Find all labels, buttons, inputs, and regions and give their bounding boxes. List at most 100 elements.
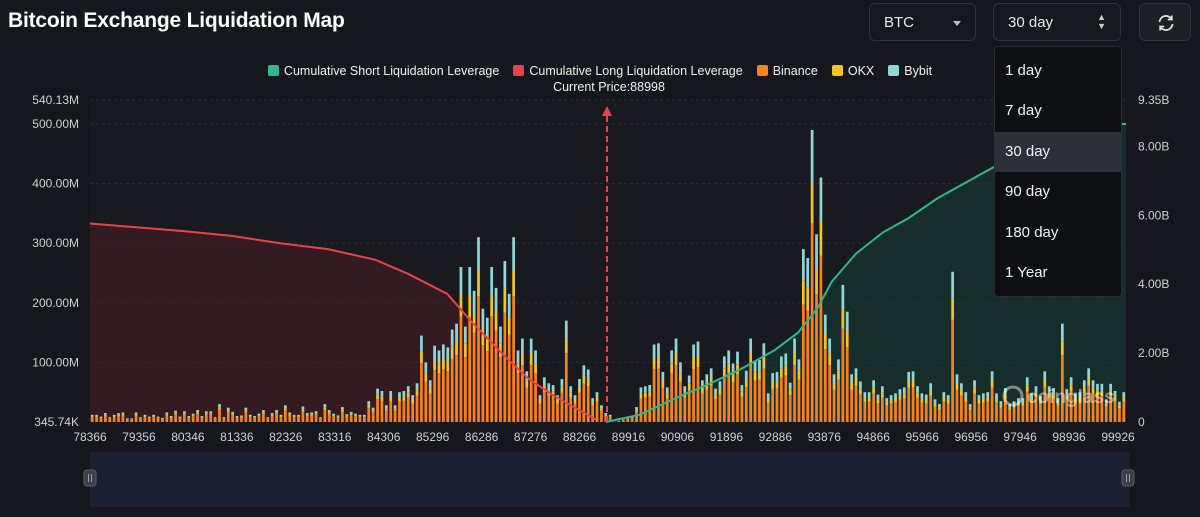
bar-okx	[951, 298, 954, 320]
bar-bybit	[1118, 401, 1121, 406]
bar-bybit	[920, 393, 924, 399]
refresh-button[interactable]	[1139, 3, 1191, 41]
bar-bybit	[806, 258, 810, 288]
bar-bybit	[459, 267, 463, 295]
bar-binance	[1065, 399, 1069, 422]
bar-bybit	[1034, 386, 1038, 393]
bar-okx	[1091, 387, 1095, 394]
bar-bybit	[200, 416, 204, 418]
bar-binance	[143, 417, 147, 422]
dropdown-option-label: 7 day	[1005, 102, 1042, 120]
bar-okx	[731, 374, 735, 383]
bar-bybit	[951, 271, 954, 299]
y-left-tick-label: 540.13M	[32, 93, 79, 107]
bar-bybit	[771, 373, 774, 382]
bar-bybit	[156, 416, 160, 418]
zoom-slider[interactable]	[83, 452, 1135, 507]
dropdown-option[interactable]: 7 day	[995, 91, 1121, 131]
legend-item[interactable]: Binance	[756, 64, 818, 78]
dropdown-option[interactable]: 180 day	[995, 213, 1121, 253]
bar-bybit	[1078, 392, 1082, 398]
bar-bybit	[973, 380, 976, 388]
bar-bybit	[845, 311, 849, 332]
x-tick-label: 93876	[808, 430, 842, 444]
bar-okx	[986, 397, 990, 402]
time-range-dropdown-menu[interactable]: 1 day 7 day 30 day 90 day 180 day 1 Year	[994, 46, 1122, 297]
bar-okx	[104, 414, 107, 416]
bar-bybit	[661, 371, 665, 381]
bar-binance	[832, 389, 836, 422]
bar-binance	[209, 414, 213, 422]
y-left-tick-label: 100.00M	[32, 355, 79, 369]
bar-okx	[376, 394, 379, 400]
legend-item[interactable]: Cumulative Short Liquidation Leverage	[267, 64, 499, 78]
dropdown-option[interactable]: 1 day	[995, 51, 1121, 91]
legend-item[interactable]: OKX	[831, 64, 874, 78]
time-range-select[interactable]: 30 day ▲ ▼	[993, 3, 1121, 41]
dropdown-option[interactable]: 30 day	[995, 131, 1121, 172]
bar-binance	[845, 347, 849, 422]
bar-bybit	[823, 314, 827, 335]
bar-bybit	[960, 383, 963, 391]
coin-select[interactable]: BTC	[869, 3, 976, 41]
bar-bybit	[209, 411, 213, 414]
bar-binance	[463, 357, 467, 422]
page-title: Bitcoin Exchange Liquidation Map	[8, 9, 345, 32]
bar-binance	[753, 380, 757, 422]
bar-bybit	[1109, 383, 1112, 391]
dropdown-option[interactable]: 90 day	[995, 172, 1121, 212]
bar-binance	[384, 410, 388, 422]
legend-item[interactable]: Bybit	[888, 64, 932, 78]
bar-bybit	[349, 411, 353, 414]
bar-binance	[586, 386, 590, 422]
bar-binance	[178, 418, 182, 422]
bar-okx	[494, 312, 498, 331]
bar-okx	[1096, 390, 1099, 397]
bar-bybit	[134, 412, 138, 415]
bar-bybit	[187, 416, 191, 418]
dropdown-option[interactable]: 1 Year	[995, 253, 1121, 293]
legend-item[interactable]: Cumulative Long Liquidation Leverage	[513, 64, 743, 78]
bar-binance	[279, 417, 283, 422]
bar-bybit	[104, 413, 107, 415]
bar-bybit	[235, 416, 239, 418]
bar-bybit	[455, 323, 458, 342]
bar-okx	[398, 397, 401, 402]
y-left-tick-label: 500.00M	[32, 117, 79, 131]
bar-binance	[740, 396, 744, 422]
bar-bybit	[393, 405, 397, 409]
bar-okx	[1100, 390, 1104, 397]
bar-binance	[810, 223, 814, 422]
bar-okx	[885, 402, 889, 406]
bar-okx	[468, 294, 472, 317]
bar-okx	[191, 415, 195, 417]
bar-okx	[881, 392, 884, 398]
bar-bybit	[832, 374, 836, 383]
bar-bybit	[801, 249, 805, 281]
refresh-icon	[1158, 15, 1174, 31]
bar-bybit	[314, 411, 318, 414]
bar-binance	[938, 409, 941, 422]
bar-okx	[788, 389, 792, 396]
bar-bybit	[551, 385, 555, 392]
bar-binance	[371, 412, 375, 422]
bar-bybit	[990, 371, 994, 381]
bar-bybit	[248, 414, 252, 417]
bar-bybit	[1052, 388, 1055, 395]
x-tick-label: 80346	[171, 430, 205, 444]
bar-binance	[305, 415, 309, 422]
bar-binance	[525, 387, 529, 422]
bar-binance	[867, 401, 871, 422]
bar-okx	[1043, 380, 1047, 388]
bar-bybit	[1087, 368, 1091, 379]
bar-binance	[187, 417, 191, 422]
bar-okx	[955, 382, 959, 390]
bar-okx	[529, 353, 533, 366]
bar-okx	[916, 392, 919, 398]
bar-binance	[1082, 393, 1086, 422]
bar-okx	[174, 412, 177, 415]
bar-okx	[775, 380, 779, 388]
bar-binance	[902, 398, 906, 422]
bar-okx	[459, 294, 463, 317]
bar-binance	[275, 413, 278, 422]
